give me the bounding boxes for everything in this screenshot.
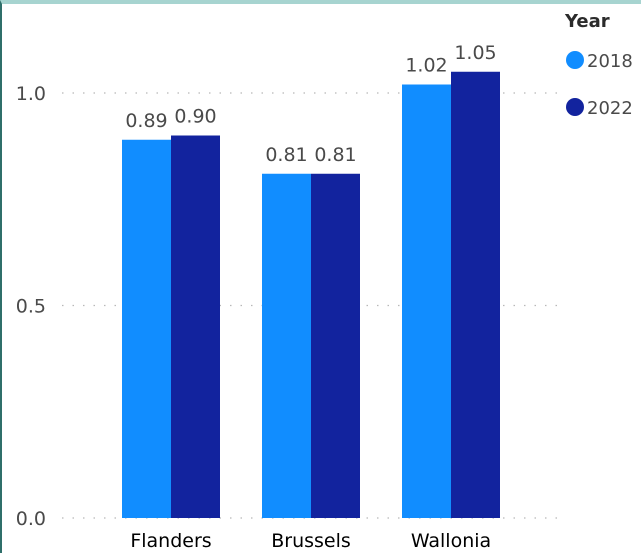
data-label: 0.90 bbox=[174, 106, 216, 128]
bar-2022-wallonia[interactable] bbox=[451, 71, 500, 518]
bars bbox=[122, 71, 500, 519]
category-label: Wallonia bbox=[411, 530, 491, 552]
legend-marker bbox=[566, 51, 584, 69]
x-axis-categories: Flanders Brussels Wallonia bbox=[130, 530, 491, 552]
bar-2022-flanders[interactable] bbox=[171, 135, 220, 519]
bar-2018-wallonia[interactable] bbox=[402, 84, 451, 519]
data-label: 0.89 bbox=[125, 110, 167, 132]
bar-2018-brussels[interactable] bbox=[262, 173, 311, 518]
bar-2018-flanders[interactable] bbox=[122, 139, 171, 518]
data-label: 0.81 bbox=[314, 144, 356, 166]
category-label: Flanders bbox=[130, 530, 211, 552]
y-axis-ticks: 0.0 0.5 1.0 bbox=[16, 83, 46, 530]
data-label: 1.02 bbox=[405, 55, 447, 77]
data-label: 1.05 bbox=[454, 42, 496, 64]
bar-2022-brussels[interactable] bbox=[311, 173, 360, 518]
legend-marker bbox=[566, 98, 584, 116]
y-tick-label: 0.5 bbox=[16, 296, 46, 318]
legend-entry[interactable]: 2018 bbox=[587, 51, 633, 72]
category-label: Brussels bbox=[271, 530, 351, 552]
y-tick-label: 1.0 bbox=[16, 83, 46, 105]
legend-title: Year bbox=[564, 11, 610, 32]
legend-entry[interactable]: 2022 bbox=[587, 98, 633, 119]
data-labels: 0.89 0.90 0.81 0.81 1.02 1.05 bbox=[125, 42, 496, 166]
legend[interactable]: Year 2018 2022 bbox=[564, 11, 633, 119]
y-tick-label: 0.0 bbox=[16, 508, 46, 530]
data-label: 0.81 bbox=[265, 144, 307, 166]
